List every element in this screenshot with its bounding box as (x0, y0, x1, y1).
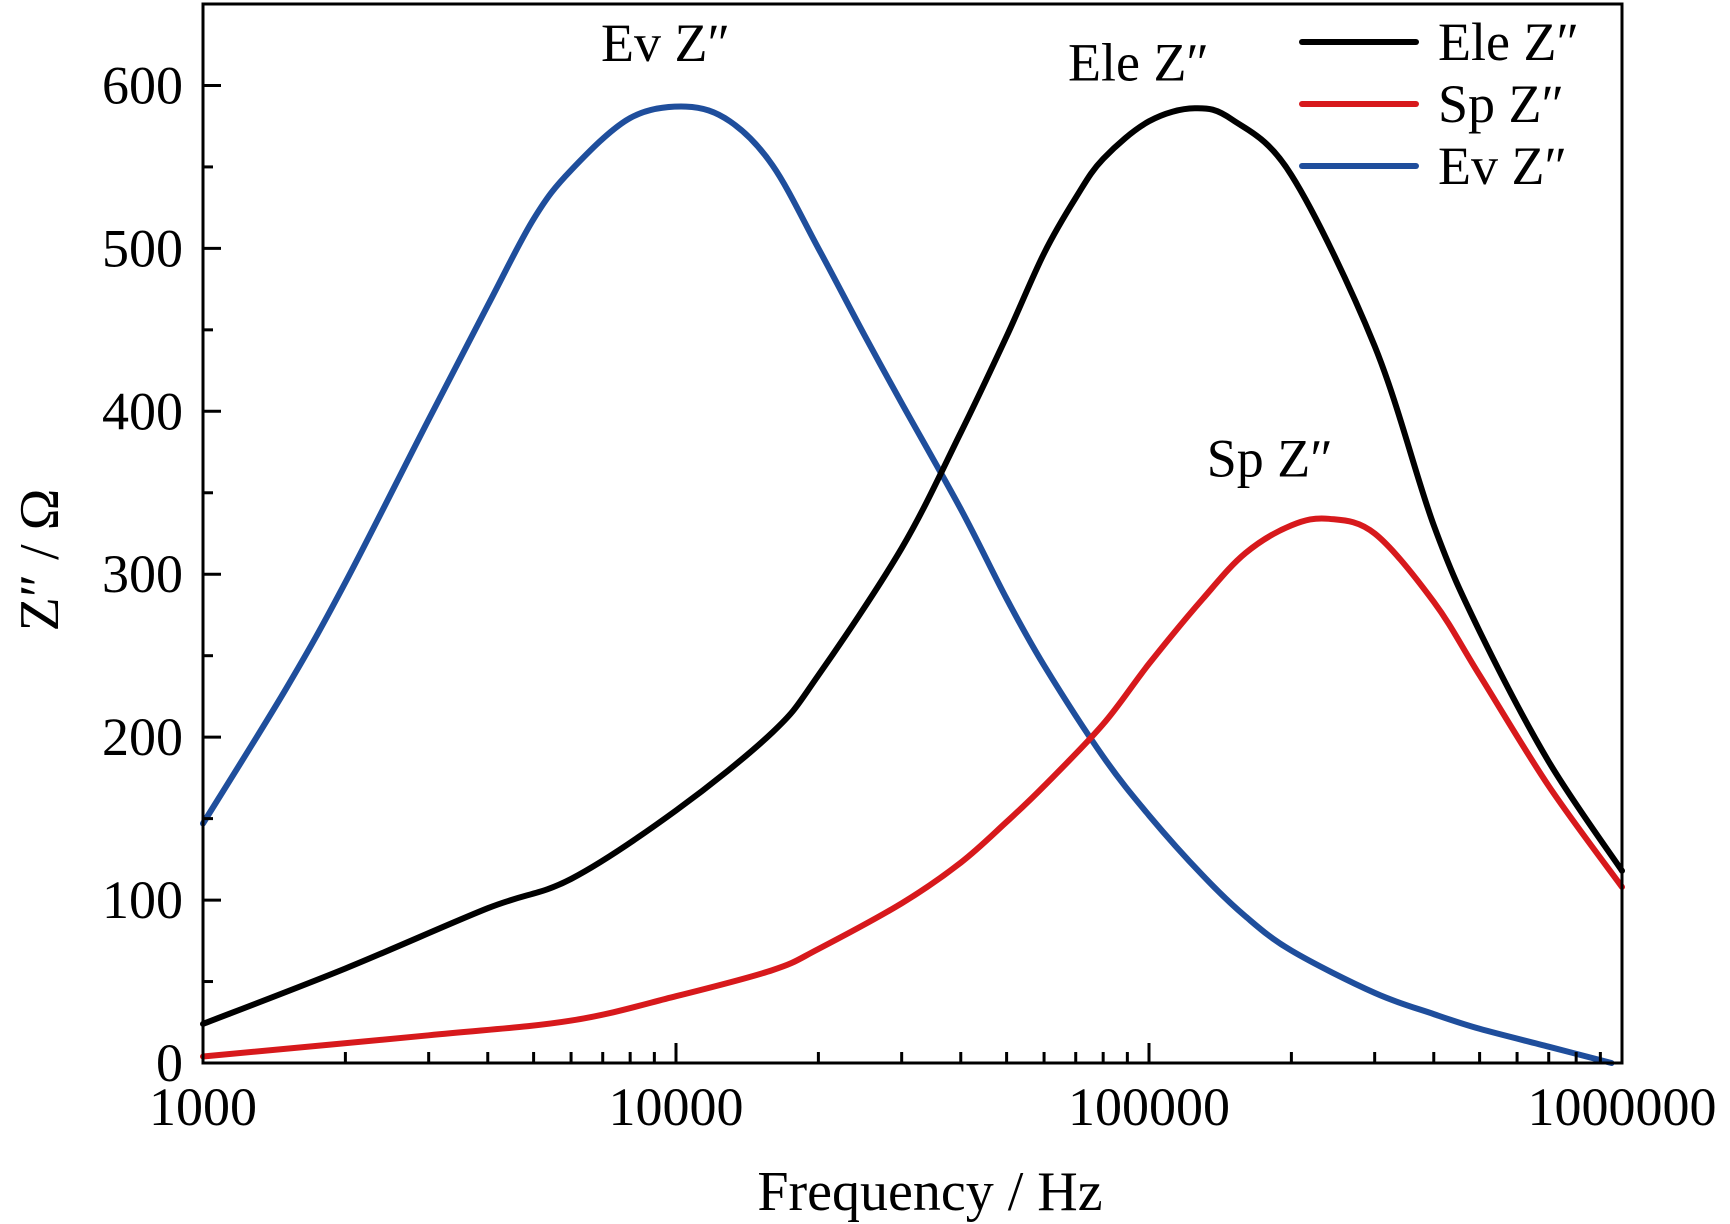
series-line-1 (200, 515, 1625, 1060)
y-tick-label: 0 (156, 1033, 183, 1093)
y-axis-title: Z″ / Ω (9, 489, 71, 632)
legend-label: Ele Z″ (1438, 12, 1579, 72)
y-tick-label: 100 (102, 870, 183, 930)
legend-label: Ev Z″ (1438, 136, 1567, 196)
y-tick-label: 600 (102, 55, 183, 115)
y-tick-label: 200 (102, 707, 183, 767)
axes (201, 2, 1624, 1065)
series-line-2 (200, 103, 1615, 1066)
y-tick-label: 300 (102, 544, 183, 604)
curve-annotation: Sp Z″ (1207, 428, 1333, 488)
plot-frame (201, 2, 1624, 1065)
y-tick-label: 500 (102, 218, 183, 278)
x-axis-title: Frequency / Hz (757, 1161, 1102, 1223)
plot-lines (200, 103, 1625, 1066)
x-tick-label: 1000 (149, 1077, 257, 1137)
legend-label: Sp Z″ (1438, 74, 1564, 134)
y-tick-label: 400 (102, 381, 183, 441)
x-tick-label: 1000000 (1528, 1077, 1717, 1137)
x-tick-label: 10000 (609, 1077, 744, 1137)
annotations: Ev Z″ Ele Z″ Sp Z″ (601, 13, 1333, 488)
legend: Ele Z″Sp Z″Ev Z″ (1299, 12, 1579, 196)
x-tick-label: 100000 (1068, 1077, 1230, 1137)
series-line-0 (200, 105, 1625, 1027)
ticks: 0 100 200 300 400 500 600 1000 10000 100000 100000… (102, 2, 1717, 1137)
curve-annotation: Ele Z″ (1068, 33, 1209, 93)
curve-annotation: Ev Z″ (601, 13, 730, 73)
